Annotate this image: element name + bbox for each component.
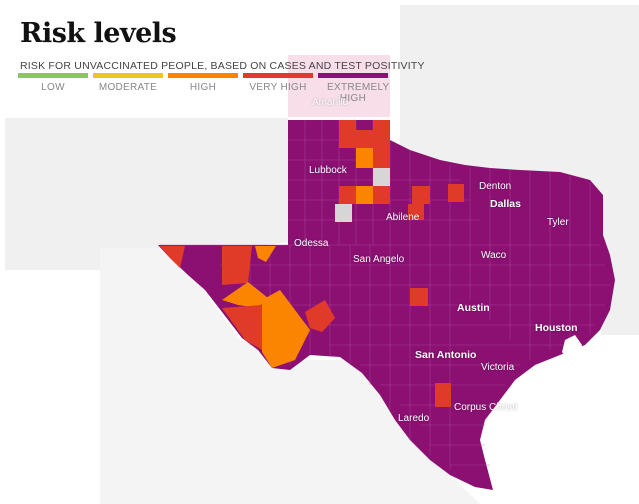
legend-swatch-high bbox=[168, 73, 238, 78]
legend-item-low: LOW bbox=[18, 73, 88, 93]
city-label-odessa: Odessa bbox=[294, 238, 329, 249]
county-very-high[interactable] bbox=[222, 305, 262, 350]
coastline-islands bbox=[487, 361, 546, 491]
city-label-amarillo: Amarillo bbox=[312, 97, 349, 108]
county-no-data[interactable] bbox=[373, 168, 390, 186]
county-very-high[interactable] bbox=[373, 130, 390, 148]
legend-label-extremely-high: EXTREMELY HIGH bbox=[327, 82, 390, 104]
county-high[interactable] bbox=[356, 186, 373, 204]
county-high[interactable] bbox=[262, 290, 310, 368]
city-label-san-antonio: San Antonio bbox=[415, 349, 477, 361]
risk-legend: LOW MODERATE HIGH VERY HIGH EXTREMELY HI… bbox=[18, 73, 398, 118]
city-label-austin: Austin bbox=[457, 302, 490, 314]
county-very-high[interactable] bbox=[408, 204, 424, 220]
legend-item-very-high: VERY HIGH bbox=[243, 73, 313, 93]
county-very-high[interactable] bbox=[410, 288, 428, 306]
county-very-high[interactable] bbox=[435, 383, 451, 407]
legend-label-moderate: MODERATE bbox=[98, 82, 158, 93]
neighbor-state-louisiana bbox=[600, 195, 639, 335]
legend-item-extremely-high: EXTREMELY HIGH bbox=[318, 73, 390, 104]
city-label-houston: Houston bbox=[535, 322, 578, 334]
county-very-high[interactable] bbox=[448, 184, 464, 202]
legend-item-high: HIGH bbox=[168, 73, 238, 93]
county-very-high[interactable] bbox=[160, 246, 185, 268]
legend-label-very-high: VERY HIGH bbox=[249, 82, 307, 93]
city-label-laredo: Laredo bbox=[398, 413, 430, 424]
city-label-waco: Waco bbox=[481, 250, 507, 261]
county-very-high[interactable] bbox=[339, 120, 356, 130]
city-label-lubbock: Lubbock bbox=[309, 165, 347, 176]
county-no-data[interactable] bbox=[335, 204, 352, 222]
city-label-san-angelo: San Angelo bbox=[353, 254, 405, 265]
county-very-high[interactable] bbox=[222, 246, 252, 285]
county-very-high[interactable] bbox=[339, 186, 356, 204]
city-label-corpus-christi: Corpus Christi bbox=[454, 402, 518, 413]
legend-label-low: LOW bbox=[41, 82, 65, 93]
legend-swatch-extremely-high bbox=[318, 73, 388, 78]
county-very-high[interactable] bbox=[305, 300, 335, 332]
county-very-high[interactable] bbox=[412, 186, 430, 204]
county-very-high[interactable] bbox=[356, 130, 373, 148]
neighbor-region-mexico bbox=[100, 248, 480, 504]
page-title: Risk levels bbox=[20, 18, 177, 49]
legend-subtitle: RISK FOR UNVACCINATED PEOPLE, BASED ON C… bbox=[20, 60, 425, 72]
legend-swatch-very-high bbox=[243, 73, 313, 78]
city-label-denton: Denton bbox=[479, 181, 512, 192]
legend-swatch-low bbox=[18, 73, 88, 78]
city-label-dallas: Dallas bbox=[490, 198, 521, 210]
county-very-high[interactable] bbox=[373, 120, 390, 130]
county-very-high[interactable] bbox=[339, 130, 356, 148]
city-label-abilene: Abilene bbox=[386, 212, 420, 223]
legend-swatch-moderate bbox=[93, 73, 163, 78]
panhandle-label-overlay bbox=[288, 55, 390, 117]
galveston-bay bbox=[562, 335, 582, 360]
legend-label-high: HIGH bbox=[189, 82, 217, 93]
county-very-high[interactable] bbox=[373, 148, 390, 168]
county-high[interactable] bbox=[222, 282, 268, 308]
city-label-tyler: Tyler bbox=[547, 217, 569, 228]
city-label-victoria: Victoria bbox=[481, 362, 515, 373]
county-high[interactable] bbox=[255, 246, 276, 262]
county-very-high[interactable] bbox=[373, 186, 390, 204]
neighbor-state-new-mexico bbox=[5, 118, 288, 270]
legend-item-moderate: MODERATE bbox=[93, 73, 163, 93]
county-high[interactable] bbox=[356, 148, 373, 168]
neighbor-state-oklahoma bbox=[400, 5, 639, 200]
